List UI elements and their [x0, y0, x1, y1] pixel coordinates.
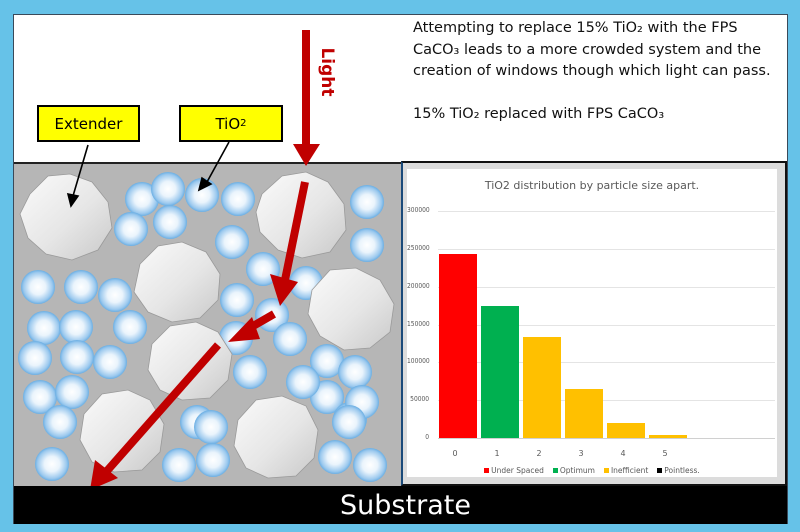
x-tick: 4	[620, 449, 626, 458]
legend-item-optimum: Optimum	[552, 466, 595, 475]
legend-item-pointless: Pointless.	[657, 466, 700, 475]
y-tick: 300000	[407, 206, 430, 214]
y-tick: 250000	[407, 244, 430, 252]
x-tick: 1	[494, 449, 500, 458]
chart-bar	[607, 423, 645, 438]
tio2-label: TiO 2	[179, 105, 283, 142]
legend-item-under-spaced: Under Spaced	[484, 466, 544, 475]
chart-bar	[523, 337, 561, 438]
substrate-label: Substrate	[340, 489, 471, 521]
y-tick: 150000	[407, 320, 430, 328]
description-caption: 15% TiO₂ replaced with FPS CaCO₃	[413, 105, 665, 122]
light-label: Light	[317, 47, 337, 97]
y-tick: 0	[425, 433, 430, 441]
plot-area	[438, 211, 775, 438]
extender-particles	[19, 171, 395, 479]
x-tick: 3	[578, 449, 584, 458]
x-tick: 0	[452, 449, 458, 458]
chart-bar	[565, 389, 603, 438]
light-path-arrows	[90, 181, 309, 486]
legend-item-inefficient: Inefficient	[603, 466, 648, 475]
description-paragraph: Attempting to replace 15% TiO₂ with the …	[413, 20, 771, 79]
chart-bar	[649, 435, 687, 438]
y-tick: 200000	[407, 282, 430, 290]
chart-bar	[439, 254, 477, 438]
x-tick: 2	[536, 449, 542, 458]
chart-bar	[481, 306, 519, 438]
particle-diagram	[18, 171, 395, 486]
header-area	[14, 15, 787, 162]
substrate-layer: Substrate	[14, 486, 787, 524]
paint-film-cross-section	[14, 162, 401, 486]
bar-chart: TiO2 distribution by particle size apart…	[407, 169, 777, 477]
y-tick: 100000	[407, 357, 430, 365]
description-text: Attempting to replace 15% TiO₂ with the …	[413, 18, 783, 125]
x-tick: 5	[662, 449, 668, 458]
chart-legend: Under Spaced Optimum Inefficient Pointle…	[407, 466, 777, 475]
y-tick: 50000	[410, 395, 430, 403]
tio2-particles	[18, 172, 387, 482]
chart-panel: TiO2 distribution by particle size apart…	[401, 161, 787, 486]
extender-label: Extender	[37, 105, 140, 142]
chart-title: TiO2 distribution by particle size apart…	[484, 179, 700, 192]
